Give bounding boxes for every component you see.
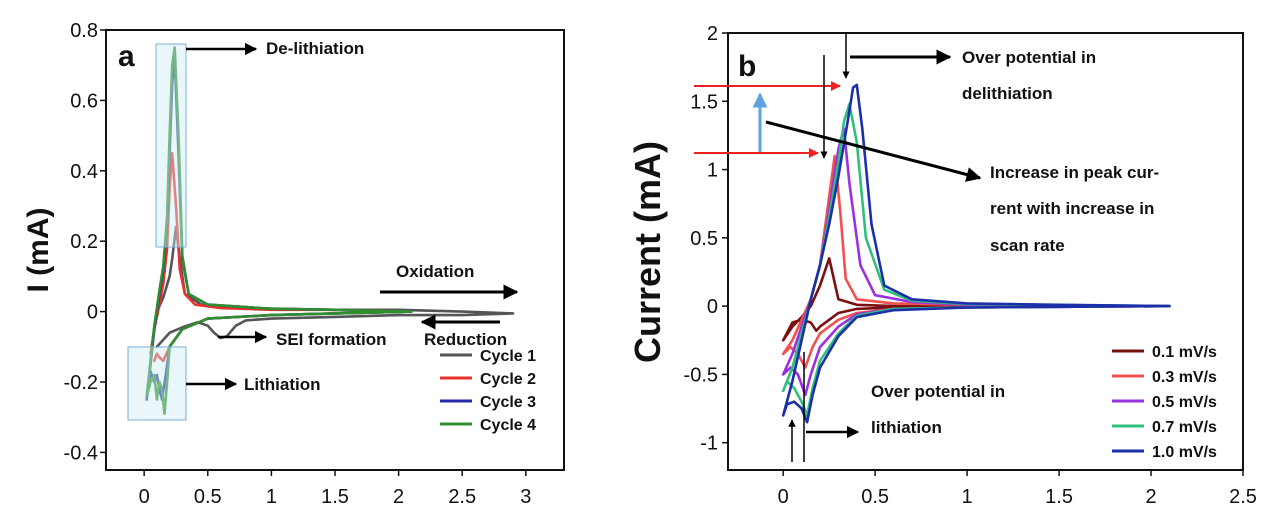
panel-a-x-tick-label: 2.5: [448, 486, 476, 508]
panel-a-x-tick-label: 3: [520, 486, 531, 508]
panel-b-letter: b: [738, 50, 756, 83]
panel-a-y-tick-label: -0.2: [64, 372, 98, 394]
panel-a-y-tick-label: 0.8: [70, 20, 98, 42]
panel-b-series-group: [781, 83, 1171, 424]
panel-a-lithiation-box: [127, 346, 187, 421]
panel-b-delith-label-2: delithiation: [962, 84, 1053, 103]
panel-a-oxidation-label: Oxidation: [396, 262, 474, 281]
panel-b-legend-label: 1.0 mV/s: [1152, 444, 1217, 461]
panel-b-y-tick-label: -1: [700, 433, 718, 455]
panel-a-reduction-label: Reduction: [424, 330, 507, 349]
panel-a-series-line-1: [155, 225, 515, 349]
panel-b-series-line-2: [781, 154, 1171, 369]
panel-b-series-line-5: [781, 83, 1171, 424]
panel-a-series-group: [145, 46, 515, 415]
panel-a-y-tick-label: 0.6: [70, 90, 98, 112]
panel-a-axes-frame: [105, 29, 565, 471]
panel-a-legend-label: Cycle 3: [480, 394, 536, 411]
panel-b-increase-label-2: rent with increase in: [990, 199, 1154, 218]
panel-b-x-tick-label: 2: [1145, 486, 1156, 508]
panel-b-x-tick-label: 1.5: [1045, 486, 1073, 508]
panel-b-lith-label-2: lithiation: [871, 418, 942, 437]
panel-b-legend-label: 0.7 mV/s: [1152, 419, 1217, 436]
panel-b-x-tick-label: 2.5: [1229, 486, 1257, 508]
panel-a-legend-label: Cycle 2: [480, 371, 536, 388]
panel-a-x-tick-label: 2: [393, 486, 404, 508]
panel-b-x-tick-label: 1: [962, 486, 973, 508]
panel-a-y-tick-label: 0.4: [70, 161, 98, 183]
panel-b-increase-label-3: scan rate: [990, 236, 1065, 255]
panel-b-increase-arrow: [765, 120, 982, 182]
panel-b-legend-label: 0.3 mV/s: [1152, 369, 1217, 386]
panel-b-y-tick-label: -0.5: [684, 364, 718, 386]
panel-a-x-tick-label: 0: [139, 486, 150, 508]
panel-a-delithiation-box: [155, 43, 187, 248]
panel-a-legend: Cycle 1 Cycle 2 Cycle 3 Cycle 4: [440, 348, 536, 434]
panel-b-y-tick-label: 0: [707, 296, 718, 318]
panel-b-chart: 0 0.5 1 1.5 2 2.5 -1 -0.5 0 0.5 1 1.5 2 Current (mA)…: [627, 23, 1257, 508]
panel-b-delith-label-1: Over potential in: [962, 48, 1096, 67]
panel-b-axes-frame: [727, 32, 1244, 471]
panel-b-x-tick-label: 0.5: [861, 486, 889, 508]
panel-b-legend-label: 0.5 mV/s: [1152, 394, 1217, 411]
panel-b-y-tick-label: 0.5: [690, 228, 718, 250]
panel-a-series-line-4: [145, 46, 413, 415]
panel-b-legend: 0.1 mV/s 0.3 mV/s 0.5 mV/s 0.7 mV/s 1.0 mV/s: [1112, 344, 1217, 461]
panel-a-x-tick-label: 1.5: [321, 486, 349, 508]
panel-b-y-axis-label: Current (mA): [627, 141, 668, 363]
panel-b-x-tick-label: 0: [778, 486, 789, 508]
panel-a-delithiation-label: De-lithiation: [266, 39, 364, 58]
panel-a-sei-label: SEI formation: [276, 330, 387, 349]
panel-b-series-line-4: [781, 102, 1171, 417]
panel-a-x-tick-label: 0.5: [194, 486, 222, 508]
panel-b-lith-label-1: Over potential in: [871, 382, 1005, 401]
panel-a-legend-label: Cycle 1: [480, 348, 536, 365]
panel-b-y-tick-label: 2: [707, 23, 718, 45]
panel-b-series-line-1: [781, 257, 1171, 342]
panel-b-y-tick-label: 1: [707, 160, 718, 182]
panel-a-y-tick-label: 0.2: [70, 231, 98, 253]
panel-b-legend-label: 0.1 mV/s: [1152, 344, 1217, 361]
panel-a-y-tick-label: 0: [87, 302, 98, 324]
panel-a-letter: a: [118, 40, 135, 73]
panel-a-lithiation-label: Lithiation: [244, 375, 320, 394]
panel-a-y-tick-label: -0.4: [64, 442, 98, 464]
panel-a-x-tick-label: 1: [266, 486, 277, 508]
panel-b-y-tick-label: 1.5: [690, 91, 718, 113]
panel-a-legend-label: Cycle 4: [480, 417, 536, 434]
panel-a-y-axis-label: I (mA): [22, 208, 55, 293]
panel-b-increase-label-1: Increase in peak cur-: [990, 163, 1159, 182]
panel-a-chart: 0 0.5 1 1.5 2 2.5 3 -0.4 -0.2 0 0.2 0.4 0.6 0.8 I (mA…: [22, 20, 565, 508]
